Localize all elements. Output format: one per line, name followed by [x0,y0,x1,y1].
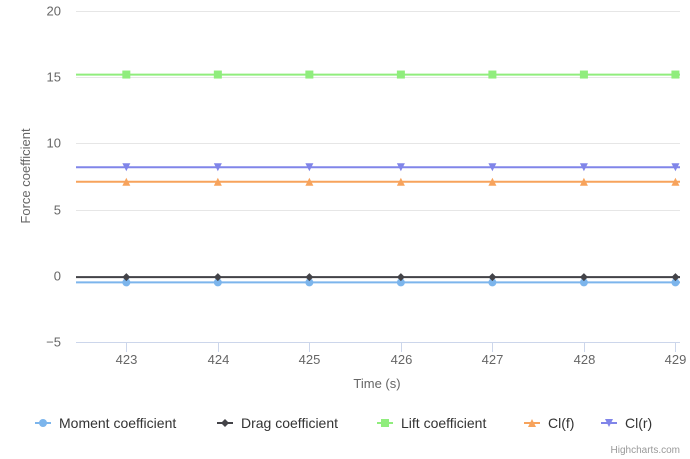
legend-item[interactable]: Drag coefficient [217,415,338,431]
series-cl-r[interactable] [76,163,680,172]
legend-item[interactable]: Lift coefficient [377,415,486,431]
data-point[interactable] [213,278,222,287]
series-lift-coefficient[interactable] [76,70,680,79]
data-point[interactable] [579,278,588,287]
x-tick-label: 425 [299,352,321,367]
data-point[interactable] [579,70,588,79]
legend-label: Cl(r) [625,415,652,431]
data-point[interactable] [305,163,314,172]
legend: Moment coefficient Drag coefficient Lift c… [35,415,652,431]
legend-label: Moment coefficient [59,415,176,431]
legend-marker [381,419,389,427]
data-point[interactable] [213,70,222,79]
data-point[interactable] [305,278,314,287]
data-point[interactable] [671,70,680,79]
series-cl-f[interactable] [76,177,680,186]
y-tick-label: 20 [47,4,61,19]
legend-marker [605,419,613,427]
data-point[interactable] [122,163,131,172]
credits-link[interactable]: Highcharts.com [611,445,680,456]
data-point[interactable] [488,163,497,172]
data-point[interactable] [671,163,680,172]
x-tick-label: 423 [116,352,138,367]
data-point[interactable] [305,273,314,282]
legend-marker [39,419,47,427]
data-point[interactable] [396,163,405,172]
data-point[interactable] [396,273,405,282]
data-point[interactable] [213,273,222,282]
x-tick-label: 427 [482,352,504,367]
series-drag-coefficient[interactable] [76,273,680,282]
legend-marker [528,419,536,427]
data-point[interactable] [305,177,314,186]
data-point[interactable] [671,177,680,186]
y-axis-title: Force coefficient [18,128,33,224]
x-tick-label: 424 [208,352,230,367]
legend-label: Cl(f) [548,415,574,431]
legend-item[interactable]: Cl(f) [524,415,574,431]
legend-label: Lift coefficient [401,415,486,431]
y-tick-label: −5 [46,335,61,350]
legend-label: Drag coefficient [241,415,338,431]
data-point[interactable] [579,273,588,282]
x-tick-label: 426 [391,352,413,367]
axes: −5 0 5 10 15 20 423 424 425 426 427 428 429 [46,4,686,368]
data-point[interactable] [488,273,497,282]
data-point[interactable] [122,273,131,282]
data-point[interactable] [396,177,405,186]
data-point[interactable] [488,70,497,79]
y-tick-label: 10 [47,136,61,151]
data-point[interactable] [579,163,588,172]
data-point[interactable] [396,70,405,79]
series-moment-coefficient[interactable] [76,278,680,287]
series-group [76,70,680,287]
x-axis-title: Time (s) [353,376,400,391]
x-tick-label: 429 [665,352,687,367]
legend-item[interactable]: Moment coefficient [35,415,176,431]
legend-item[interactable]: Cl(r) [601,415,652,431]
data-point[interactable] [671,278,680,287]
data-point[interactable] [396,278,405,287]
data-point[interactable] [122,177,131,186]
data-point[interactable] [671,273,680,282]
legend-marker [221,419,229,427]
data-point[interactable] [213,177,222,186]
data-point[interactable] [305,70,314,79]
grid-lines [76,11,680,343]
y-tick-label: 5 [54,203,61,218]
x-tick-label: 428 [574,352,596,367]
data-point[interactable] [122,70,131,79]
data-point[interactable] [579,177,588,186]
data-point[interactable] [122,278,131,287]
data-point[interactable] [488,278,497,287]
data-point[interactable] [213,163,222,172]
y-tick-label: 0 [54,269,61,284]
y-tick-label: 15 [47,70,61,85]
data-point[interactable] [488,177,497,186]
